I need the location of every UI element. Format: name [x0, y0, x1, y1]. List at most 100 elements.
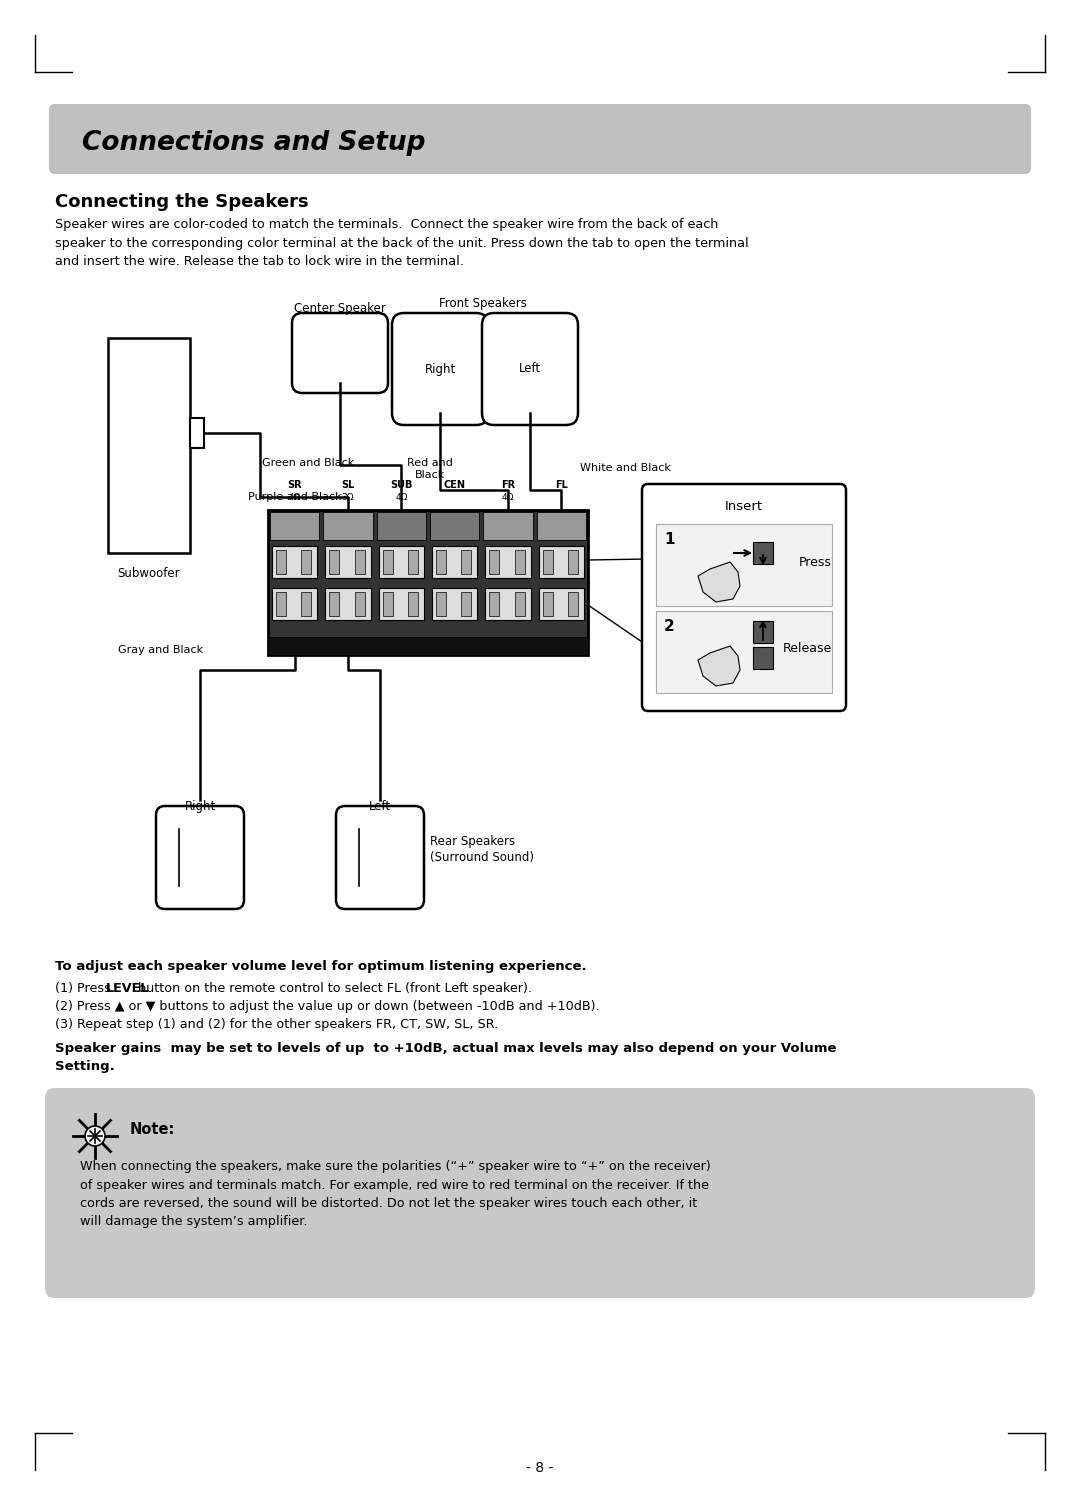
Bar — [301, 549, 311, 573]
Text: 4Ω: 4Ω — [502, 494, 514, 503]
Text: Right: Right — [424, 363, 456, 376]
Bar — [515, 549, 525, 573]
Bar — [301, 591, 311, 616]
Text: (1) Press: (1) Press — [55, 981, 114, 995]
Text: Insert: Insert — [725, 500, 764, 513]
Bar — [485, 588, 530, 620]
Bar — [382, 549, 393, 573]
Polygon shape — [698, 561, 740, 602]
Bar — [408, 591, 418, 616]
FancyBboxPatch shape — [336, 807, 424, 909]
Bar — [276, 549, 286, 573]
Bar — [515, 591, 525, 616]
Bar — [329, 549, 339, 573]
Text: Speaker gains  may be set to levels of up  to +10dB, actual max levels may also : Speaker gains may be set to levels of up… — [55, 1041, 837, 1073]
Bar — [325, 588, 370, 620]
Bar — [382, 591, 393, 616]
Bar — [484, 512, 532, 540]
Text: FR: FR — [501, 480, 515, 491]
Text: button on the remote control to select FL (front Left speaker).: button on the remote control to select F… — [135, 981, 532, 995]
Text: Blue and Black: Blue and Black — [357, 646, 441, 655]
Bar — [379, 588, 424, 620]
Bar — [354, 549, 365, 573]
Text: Green and Black: Green and Black — [261, 458, 354, 468]
Bar — [430, 512, 480, 540]
Bar — [432, 546, 477, 578]
Text: Connecting the Speakers: Connecting the Speakers — [55, 193, 309, 211]
Bar — [379, 546, 424, 578]
Text: Speaker wires are color-coded to match the terminals.  Connect the speaker wire : Speaker wires are color-coded to match t… — [55, 218, 748, 268]
Text: 1: 1 — [664, 531, 675, 546]
Text: Left: Left — [518, 363, 541, 376]
Text: Center Speaker: Center Speaker — [294, 303, 386, 315]
Text: 4Ω: 4Ω — [395, 494, 407, 503]
Bar — [568, 549, 578, 573]
Bar — [539, 588, 584, 620]
Text: Subwoofer: Subwoofer — [118, 567, 180, 579]
Text: FL: FL — [555, 480, 568, 491]
Bar — [272, 546, 318, 578]
FancyBboxPatch shape — [482, 313, 578, 424]
Bar — [436, 591, 446, 616]
Bar — [753, 542, 773, 564]
Bar — [436, 549, 446, 573]
Text: Press: Press — [799, 555, 832, 569]
Text: 4Ω: 4Ω — [288, 494, 301, 503]
FancyBboxPatch shape — [45, 1088, 1035, 1297]
Text: SUB: SUB — [390, 480, 413, 491]
Bar — [537, 512, 586, 540]
Bar — [325, 546, 370, 578]
Bar — [656, 524, 832, 607]
Bar — [276, 591, 286, 616]
Text: 2: 2 — [664, 619, 675, 634]
Bar — [539, 546, 584, 578]
Circle shape — [85, 1126, 105, 1145]
Text: Note:: Note: — [130, 1123, 175, 1136]
Bar — [354, 591, 365, 616]
FancyBboxPatch shape — [392, 313, 488, 424]
Bar — [377, 512, 426, 540]
Bar — [461, 591, 471, 616]
FancyBboxPatch shape — [642, 485, 846, 710]
FancyBboxPatch shape — [292, 313, 388, 393]
Bar — [432, 588, 477, 620]
Bar — [568, 591, 578, 616]
Bar — [461, 549, 471, 573]
Text: Front Speakers: Front Speakers — [440, 296, 527, 310]
Bar — [656, 611, 832, 692]
Text: Purple and Black: Purple and Black — [248, 492, 341, 503]
Bar — [108, 339, 190, 552]
Bar — [542, 549, 553, 573]
Bar — [753, 622, 773, 643]
Text: Gray and Black: Gray and Black — [118, 646, 203, 655]
Text: (2) Press ▲ or ▼ buttons to adjust the value up or down (between -10dB and +10dB: (2) Press ▲ or ▼ buttons to adjust the v… — [55, 999, 599, 1013]
Bar — [323, 512, 373, 540]
Bar — [270, 512, 320, 540]
Text: Red and
Black: Red and Black — [407, 459, 453, 480]
Text: Rear Speakers
(Surround Sound): Rear Speakers (Surround Sound) — [430, 834, 534, 864]
Text: SL: SL — [341, 480, 354, 491]
Bar — [272, 588, 318, 620]
Bar — [329, 591, 339, 616]
Text: Connections and Setup: Connections and Setup — [82, 129, 426, 157]
Text: 3Ω: 3Ω — [341, 494, 354, 503]
Text: (3) Repeat step (1) and (2) for the other speakers FR, CT, SW, SL, SR.: (3) Repeat step (1) and (2) for the othe… — [55, 1017, 498, 1031]
Bar — [753, 647, 773, 670]
Bar — [489, 591, 499, 616]
Text: LEVEL: LEVEL — [106, 981, 149, 995]
Text: CEN: CEN — [444, 480, 465, 491]
Text: - 8 -: - 8 - — [526, 1461, 554, 1475]
Bar — [489, 549, 499, 573]
Bar — [485, 546, 530, 578]
Text: White and Black: White and Black — [580, 464, 671, 473]
Text: Left: Left — [369, 801, 391, 813]
Text: Release: Release — [783, 643, 832, 656]
FancyBboxPatch shape — [49, 104, 1031, 175]
Bar — [542, 591, 553, 616]
Text: To adjust each speaker volume level for optimum listening experience.: To adjust each speaker volume level for … — [55, 960, 586, 974]
Polygon shape — [698, 646, 740, 686]
Bar — [268, 637, 588, 655]
Bar — [190, 418, 204, 448]
FancyBboxPatch shape — [156, 807, 244, 909]
Text: When connecting the speakers, make sure the polarities (“+” speaker wire to “+” : When connecting the speakers, make sure … — [80, 1160, 711, 1228]
